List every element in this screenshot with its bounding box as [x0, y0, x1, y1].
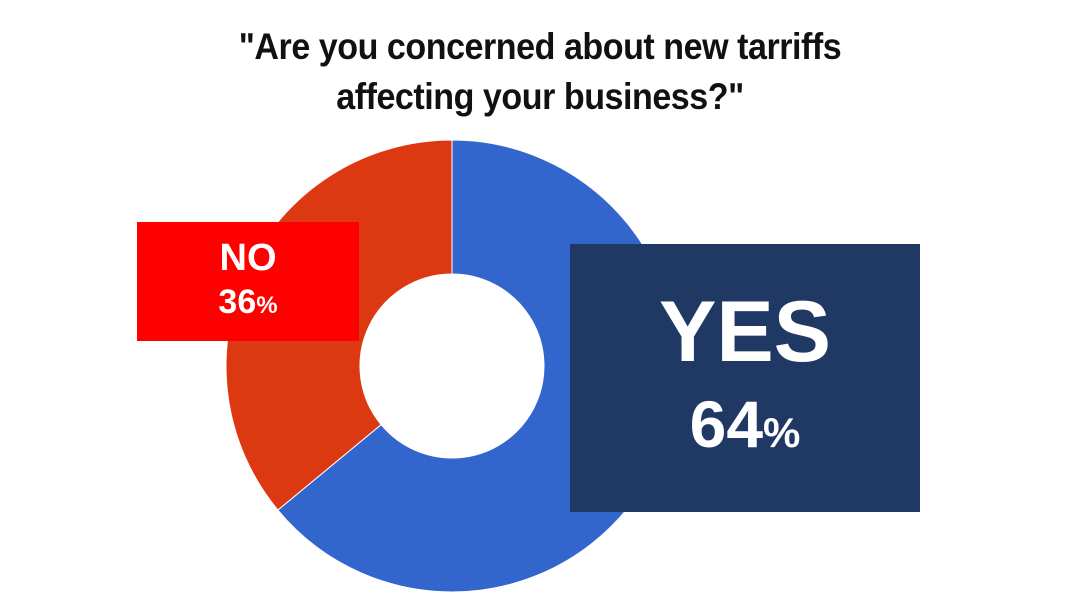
yes-percent-unit: %	[763, 408, 801, 456]
no-percent-value: 36	[218, 282, 257, 321]
no-label: NO	[219, 236, 277, 279]
yes-label: YES	[658, 283, 832, 380]
yes-label-box: YES 64%	[570, 244, 920, 512]
no-percent-unit: %	[256, 291, 278, 319]
chart-title-line-2: affecting your business?"	[336, 76, 744, 117]
chart-title: "Are you concerned about new tarriffs af…	[43, 22, 1037, 122]
yes-percent-value: 64	[689, 386, 764, 461]
no-percent: 36%	[218, 280, 277, 328]
yes-percent: 64%	[690, 382, 801, 475]
chart-title-line-1: "Are you concerned about new tarriffs	[238, 26, 842, 67]
no-label-box: NO 36%	[137, 222, 359, 341]
